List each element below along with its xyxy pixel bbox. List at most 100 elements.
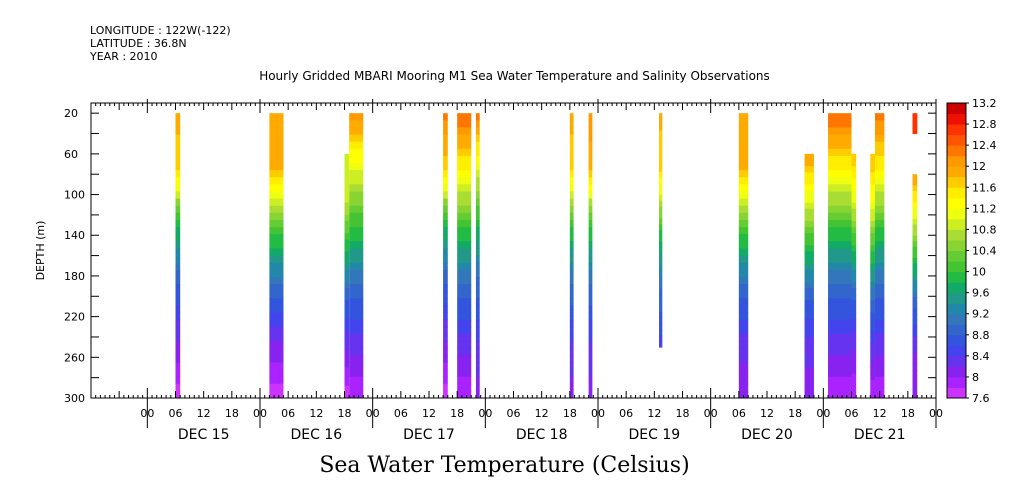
colorbar-swatch	[947, 376, 966, 388]
data-segment-4-band	[443, 276, 448, 285]
data-segment-2-band	[344, 172, 350, 179]
data-segment-3-band	[349, 319, 364, 328]
data-segment-3-band	[349, 241, 364, 249]
data-segment-10-band	[738, 155, 749, 164]
data-segment-8-band	[588, 170, 593, 178]
data-segment-13-band	[851, 257, 857, 265]
data-segment-8-band	[588, 362, 593, 371]
data-segment-13-band	[851, 196, 857, 204]
data-segment-7-band	[569, 155, 574, 164]
data-segment-1-band	[269, 262, 284, 271]
data-segment-3-band	[349, 262, 364, 271]
data-segment-15-band	[874, 276, 885, 285]
data-segment-4-band	[443, 241, 448, 249]
data-segment-16-band	[912, 131, 918, 133]
data-segment-15-band	[874, 219, 885, 228]
data-segment-7-band	[569, 262, 574, 271]
data-segment-17-band	[912, 358, 918, 365]
data-segment-14-band	[870, 379, 875, 387]
data-segment-7-band	[569, 177, 574, 185]
data-segment-0-band	[175, 212, 181, 221]
data-segment-4-band	[443, 376, 448, 385]
data-segment-2-band	[344, 373, 350, 381]
data-segment-0-band	[175, 312, 181, 321]
data-segment-10-band	[738, 177, 749, 185]
data-segment-12-band	[828, 163, 852, 171]
data-segment-9-band	[659, 177, 663, 184]
y-tick-label: 140	[64, 229, 85, 242]
colorbar-swatch	[947, 103, 966, 115]
data-segment-11-band	[804, 343, 814, 350]
data-segment-4-band	[443, 248, 448, 257]
data-segment-16-band	[912, 130, 918, 132]
data-segment-12-band	[828, 134, 852, 143]
data-segment-4-band	[443, 341, 448, 349]
data-segment-17-band	[912, 235, 918, 242]
data-segment-14-band	[870, 288, 875, 295]
data-segment-17-band	[912, 286, 918, 293]
data-segment-4-band	[443, 120, 448, 128]
data-segment-17-band	[912, 263, 918, 270]
data-segment-6-band	[475, 227, 480, 235]
data-segment-5-band	[457, 134, 472, 143]
data-segment-17-band	[912, 224, 918, 231]
data-segment-7-band	[569, 255, 574, 264]
data-segment-17-band	[912, 280, 918, 287]
data-segment-13-band	[851, 355, 857, 362]
data-segment-1-band	[269, 255, 284, 264]
data-segment-6-band	[475, 369, 480, 378]
colorbar-swatch	[947, 239, 966, 251]
data-segment-14-band	[870, 257, 875, 265]
x-tick-label: 06	[507, 407, 521, 420]
data-segment-5-band	[457, 184, 472, 192]
data-segment-10-band	[738, 255, 749, 264]
data-segment-9-band	[659, 288, 663, 295]
data-segment-2-band	[344, 190, 350, 198]
data-segment-2-band	[344, 294, 350, 301]
data-segment-0-band	[175, 219, 181, 228]
data-segment-15-band	[874, 369, 885, 378]
data-segment-10-band	[738, 333, 749, 342]
data-segment-8-band	[588, 383, 593, 392]
data-segment-0-band	[175, 241, 181, 249]
data-segment-13-band	[851, 294, 857, 301]
data-segment-0-band	[175, 177, 181, 185]
data-segment-11-band	[804, 166, 814, 173]
colorbar-label: 12.8	[972, 118, 997, 131]
colorbar-swatch	[947, 282, 966, 294]
data-segment-7-band	[569, 148, 574, 157]
data-segment-12-band	[828, 276, 852, 285]
data-segment-6-band	[475, 113, 480, 121]
data-segment-16-band	[912, 127, 918, 129]
data-segment-12-band	[828, 319, 852, 328]
data-segment-9-band	[659, 341, 663, 348]
data-segment-2-band	[344, 245, 350, 253]
data-segment-0-band	[175, 148, 181, 157]
data-segment-7-band	[569, 205, 574, 214]
data-segment-11-band	[804, 288, 814, 295]
data-segment-7-band	[569, 134, 574, 143]
x-tick-label: 06	[732, 407, 746, 420]
data-segment-10-band	[738, 191, 749, 200]
data-segment-10-band	[738, 348, 749, 356]
data-segment-3-band	[349, 248, 364, 257]
data-segment-12-band	[828, 383, 852, 392]
data-segment-9-band	[659, 253, 663, 260]
data-segment-10-band	[738, 113, 749, 121]
data-segment-6-band	[475, 383, 480, 392]
data-segment-14-band	[870, 159, 875, 167]
x-tick-label: 06	[169, 407, 183, 420]
data-segment-3-band	[349, 227, 364, 235]
data-segment-17-band	[912, 297, 918, 304]
y-tick-label: 300	[64, 392, 85, 405]
data-segment-8-band	[588, 227, 593, 235]
data-segment-11-band	[804, 373, 814, 381]
data-segment-3-band	[349, 212, 364, 221]
data-segment-4-band	[443, 134, 448, 143]
colorbar-swatch	[947, 113, 966, 125]
data-segment-11-band	[804, 282, 814, 289]
data-segment-15-band	[874, 234, 885, 242]
data-segment-0-band	[175, 362, 181, 371]
data-segment-7-band	[569, 390, 574, 399]
x-tick-label: 12	[647, 407, 661, 420]
